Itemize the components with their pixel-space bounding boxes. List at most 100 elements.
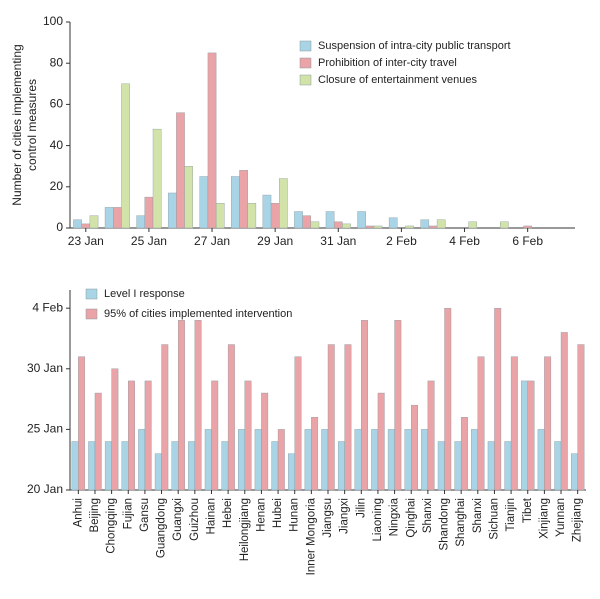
bar <box>454 441 462 491</box>
bar <box>537 429 545 491</box>
x-tick-label: 23 Jan <box>68 234 104 248</box>
bar <box>421 429 429 491</box>
bar <box>244 380 252 491</box>
bar <box>221 441 229 491</box>
x-tick-label: Chongqing <box>106 498 118 554</box>
bar <box>477 356 485 491</box>
bar <box>194 320 202 491</box>
bar <box>487 441 495 491</box>
y-tick-label: 4 Feb <box>32 300 63 314</box>
bar <box>577 344 585 491</box>
legend-label: 95% of cities implemented intervention <box>104 308 292 320</box>
bar <box>337 441 345 491</box>
bar <box>325 211 335 229</box>
x-tick-label: Liaoning <box>372 498 384 541</box>
legend-swatch <box>85 308 98 320</box>
bar <box>344 344 352 491</box>
bar <box>138 429 146 491</box>
bar <box>88 441 96 491</box>
bar <box>468 221 478 229</box>
bar <box>81 223 91 229</box>
bar <box>154 453 162 491</box>
bar <box>227 344 235 491</box>
bar <box>365 225 375 229</box>
bar <box>171 441 179 491</box>
bar <box>279 178 288 229</box>
x-tick-label: Hunan <box>289 498 301 532</box>
y-tick-label: 100 <box>43 14 63 28</box>
bar <box>544 356 552 491</box>
bar <box>294 356 302 491</box>
bar <box>411 404 418 491</box>
x-tick-label: 29 Jan <box>257 234 293 248</box>
x-tick-label: 25 Jan <box>131 234 167 248</box>
bar <box>277 429 285 491</box>
bar <box>361 320 368 491</box>
bar <box>128 380 135 491</box>
bar <box>215 203 225 229</box>
x-tick-label: Guangxi <box>172 498 184 541</box>
x-tick-label: 6 Feb <box>512 234 543 248</box>
x-tick-label: Yunnan <box>555 498 567 537</box>
bar <box>238 429 245 491</box>
bar <box>144 380 152 491</box>
bar <box>231 176 240 229</box>
y-tick-label: 30 Jan <box>27 361 63 375</box>
legend-swatch <box>299 40 312 52</box>
x-tick-label: 2 Feb <box>386 234 417 248</box>
bar <box>427 380 435 491</box>
bar <box>437 441 445 491</box>
bar <box>333 221 343 229</box>
x-tick-label: Jiangsu <box>322 498 334 538</box>
x-tick-label: Guizhou <box>189 498 201 541</box>
y-tick-label: 0 <box>56 220 63 234</box>
bar <box>405 225 414 229</box>
bar <box>342 223 351 229</box>
bar <box>211 380 219 491</box>
bar <box>494 307 502 491</box>
x-tick-label: Jilin <box>355 498 367 518</box>
bar <box>394 320 402 491</box>
bar <box>121 83 130 229</box>
bar <box>161 344 169 491</box>
x-tick-label: Henan <box>255 498 267 532</box>
bar <box>262 194 272 229</box>
x-tick-label: Hainan <box>206 498 218 534</box>
x-tick-label: Hebei <box>222 498 234 528</box>
bar <box>152 128 162 229</box>
bar <box>94 392 102 491</box>
bar <box>104 441 112 491</box>
x-tick-label: Inner Mongoria <box>305 497 317 575</box>
bar <box>373 225 383 229</box>
x-tick-label: Gansu <box>139 498 151 532</box>
bar <box>460 417 468 491</box>
y-tick-label: 20 <box>50 179 64 193</box>
x-tick-label: Anhui <box>72 498 84 527</box>
bar <box>71 441 79 491</box>
x-tick-label: 31 Jan <box>320 234 356 248</box>
bar <box>113 207 122 229</box>
x-tick-label: Shanxi <box>472 498 484 533</box>
x-tick-label: Tibet <box>522 497 534 523</box>
legend-label: Closure of entertainment venues <box>318 74 477 86</box>
x-tick-label: Shandong <box>439 498 451 550</box>
x-tick-label: Xinjiang <box>538 498 550 539</box>
legend-label: Prohibition of inter-city travel <box>318 57 457 69</box>
x-tick-label: Shanghai <box>455 498 467 547</box>
bar <box>471 429 479 491</box>
bar <box>104 207 114 229</box>
bar <box>499 221 509 229</box>
bar <box>207 52 217 229</box>
legend-swatch <box>85 288 98 300</box>
bar <box>321 429 329 491</box>
bar <box>357 211 366 229</box>
y-tick-label: 80 <box>50 55 64 69</box>
y-tick-label: 25 Jan <box>27 422 63 436</box>
bar <box>377 392 385 491</box>
bar <box>371 429 379 491</box>
bar <box>111 368 119 491</box>
x-tick-label: Zhejiang <box>572 498 584 542</box>
bar <box>302 215 312 229</box>
bar <box>78 356 86 491</box>
